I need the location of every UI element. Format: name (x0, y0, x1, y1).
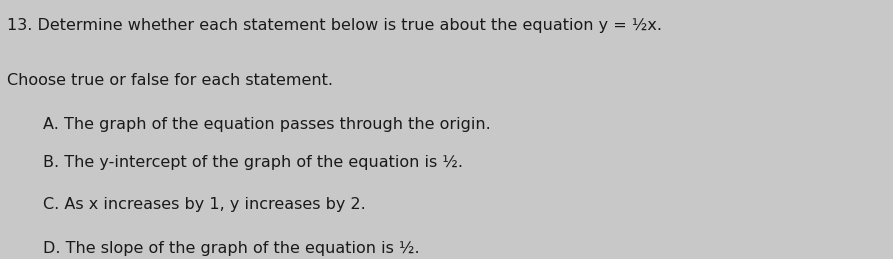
Text: D. The slope of the graph of the equation is ½.: D. The slope of the graph of the equatio… (43, 241, 420, 256)
Text: B. The y-intercept of the graph of the equation is ½.: B. The y-intercept of the graph of the e… (43, 155, 463, 170)
Text: 13. Determine whether each statement below is true about the equation y = ½x.: 13. Determine whether each statement bel… (7, 18, 662, 33)
Text: C. As x increases by 1, y increases by 2.: C. As x increases by 1, y increases by 2… (43, 197, 365, 212)
Text: A. The graph of the equation passes through the origin.: A. The graph of the equation passes thro… (43, 117, 490, 132)
Text: Choose true or false for each statement.: Choose true or false for each statement. (7, 73, 333, 88)
